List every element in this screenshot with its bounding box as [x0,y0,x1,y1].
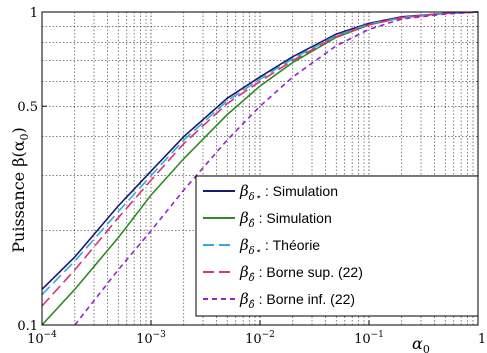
x-tick-label: 10−1 [354,330,384,347]
y-tick-label: 0.5 [17,100,38,115]
y-tick-label: 1 [30,6,38,21]
y-axis-label: Puissance β(α0) [9,127,31,253]
x-tick-label: 10−2 [245,330,275,347]
x-tick-label: 10−3 [136,330,166,347]
y-tick-label: 0.1 [17,319,38,334]
x-axis-label: α0 [412,334,430,353]
x-tick-label: 1 [478,332,486,347]
